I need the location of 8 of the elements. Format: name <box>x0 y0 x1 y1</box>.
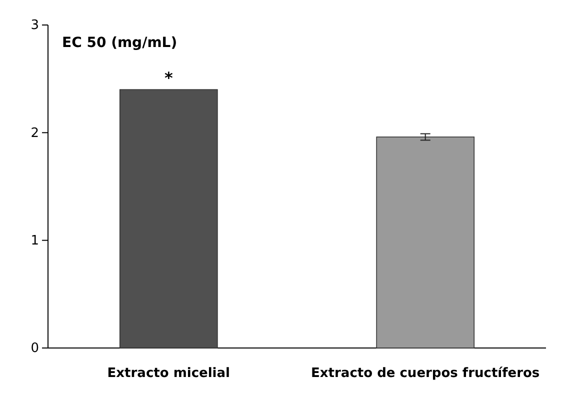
x-tick-label: Extracto de cuerpos fructíferos <box>311 366 540 381</box>
y-tick-label: 0 <box>30 341 39 356</box>
y-tick-label: 2 <box>30 126 39 141</box>
y-tick-label: 1 <box>30 233 39 248</box>
y-tick-label: 3 <box>30 18 39 34</box>
text: EC 50 (mg/mL) <box>62 35 178 51</box>
annotation: * <box>164 68 174 88</box>
x-tick-label: Extracto micelial <box>107 366 230 381</box>
